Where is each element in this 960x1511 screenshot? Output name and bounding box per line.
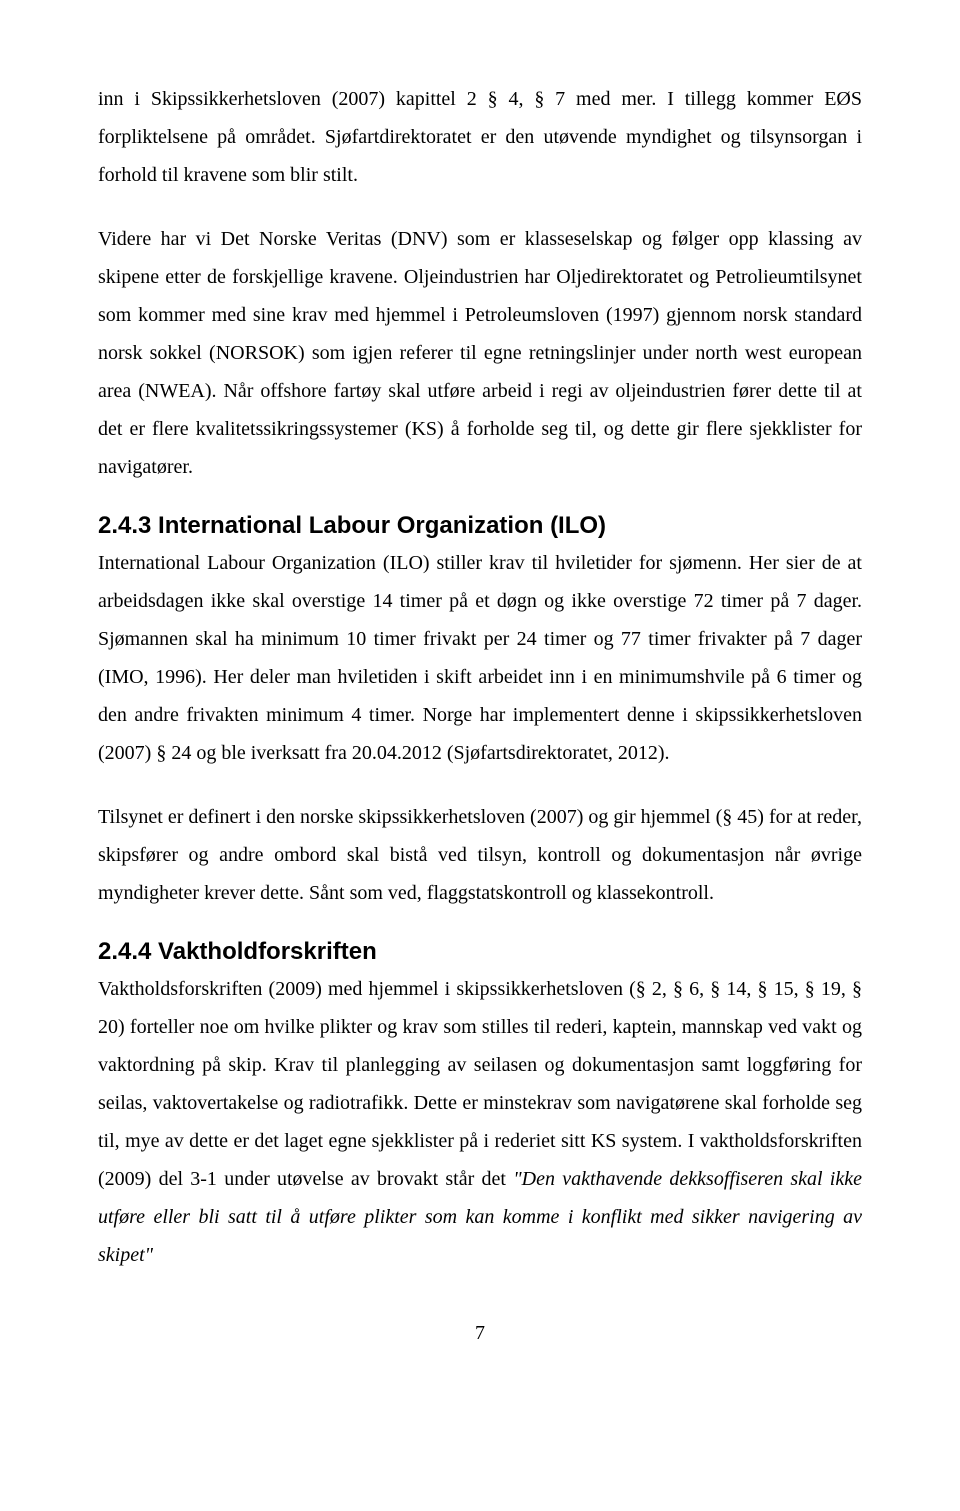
paragraph-2: Videre har vi Det Norske Veritas (DNV) s… [98,220,862,486]
paragraph-4: Tilsynet er definert i den norske skipss… [98,798,862,912]
page-number: 7 [98,1322,862,1345]
paragraph-5: Vaktholdsforskriften (2009) med hjemmel … [98,970,862,1274]
heading-ilo: 2.4.3 International Labour Organization … [98,512,862,540]
paragraph-1: inn i Skipssikkerhetsloven (2007) kapitt… [98,80,862,194]
heading-vakthold: 2.4.4 Vaktholdforskriften [98,938,862,966]
paragraph-3: International Labour Organization (ILO) … [98,544,862,772]
paragraph-5-text: Vaktholdsforskriften (2009) med hjemmel … [98,978,862,1190]
